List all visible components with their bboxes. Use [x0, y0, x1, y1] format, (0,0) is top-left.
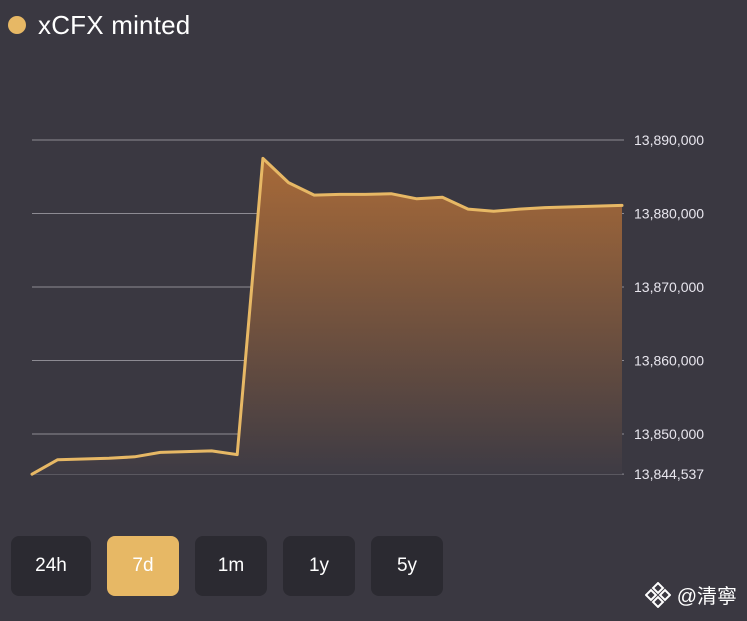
range-7d-button[interactable]: 7d: [107, 536, 179, 596]
y-tick-label: 13,870,000: [634, 279, 704, 295]
range-selector: 24h 7d 1m 1y 5y: [11, 536, 443, 596]
range-1y-button[interactable]: 1y: [283, 536, 355, 596]
watermark: @清寧: [644, 580, 737, 609]
y-tick-label: 13,860,000: [634, 353, 704, 369]
area-fill: [32, 158, 622, 475]
range-5y-button[interactable]: 5y: [371, 536, 443, 596]
binance-logo-icon: [644, 581, 671, 608]
chart-header: xCFX minted: [8, 8, 190, 42]
chart-area: 13,844,537 13,850,000 13,860,000 13,870,000…: [30, 132, 704, 482]
series-line: [30, 156, 624, 476]
range-1m-button[interactable]: 1m: [195, 536, 267, 596]
y-tick-label: 13,844,537: [634, 466, 704, 482]
chart-title: xCFX minted: [38, 9, 191, 40]
y-tick-label: 13,890,000: [634, 132, 704, 148]
legend-dot-icon: [8, 16, 26, 34]
y-tick-label: 13,850,000: [634, 426, 704, 442]
y-axis-ticks: 13,844,537 13,850,000 13,860,000 13,870,000…: [634, 132, 704, 482]
range-24h-button[interactable]: 24h: [11, 536, 91, 596]
y-tick-label: 13,880,000: [634, 206, 704, 222]
watermark-text: @清寧: [676, 586, 737, 608]
